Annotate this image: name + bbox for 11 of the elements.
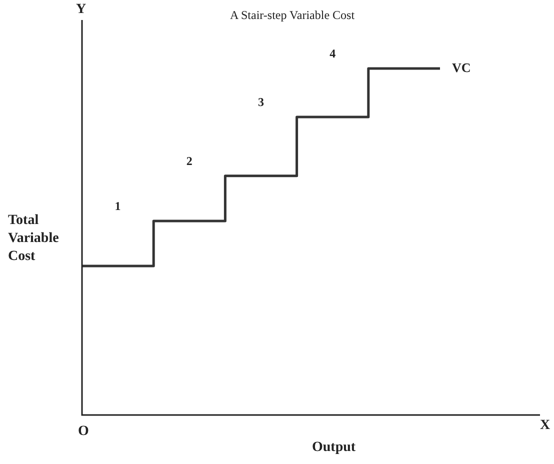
chart-title: A Stair-step Variable Cost — [230, 8, 355, 23]
text: Y — [76, 2, 86, 18]
y-axis-title: Total Variable Cost — [8, 212, 60, 266]
text: X — [540, 418, 550, 434]
text: O — [78, 424, 89, 440]
x-axis-title: Output — [312, 440, 356, 456]
annotation: 3 — [258, 95, 264, 110]
series-label: VC — [452, 60, 471, 75]
annotation: 2 — [186, 154, 192, 168]
text: 4 — [330, 46, 336, 61]
annotation: 1 — [114, 199, 121, 214]
